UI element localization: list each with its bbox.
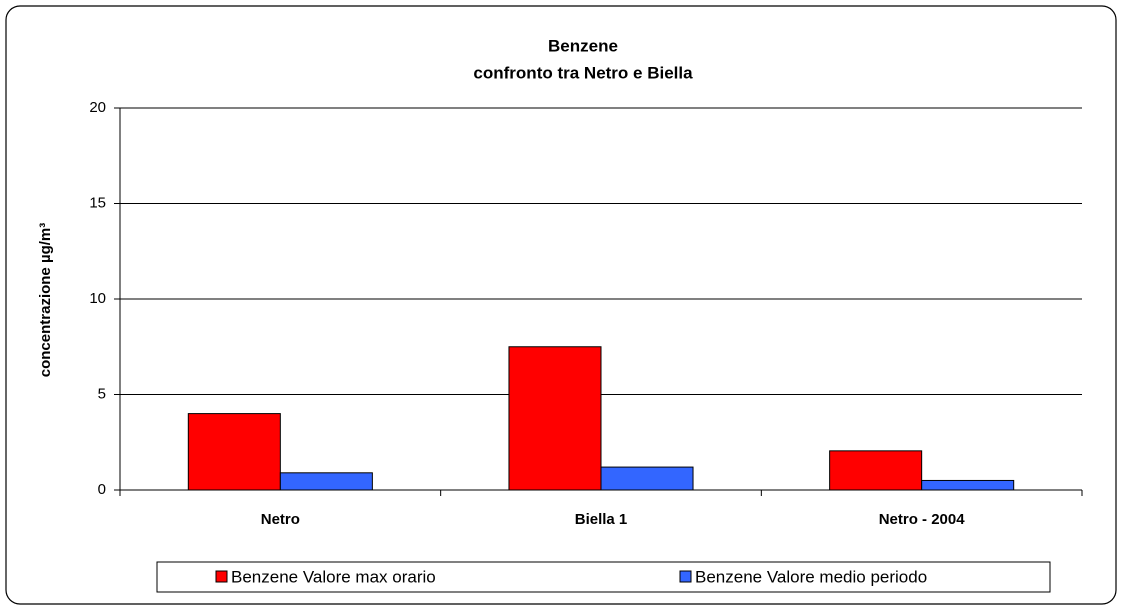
x-tick-label: Netro bbox=[261, 511, 300, 528]
chart-subtitle: confronto tra Netro e Biella bbox=[473, 63, 693, 82]
y-tick-label: 10 bbox=[89, 290, 106, 307]
y-tick-label: 5 bbox=[98, 385, 106, 402]
y-tick-label: 0 bbox=[98, 481, 106, 498]
legend-swatch bbox=[215, 570, 228, 583]
y-tick-label: 15 bbox=[89, 194, 106, 211]
legend-swatch bbox=[679, 570, 692, 583]
bar bbox=[187, 413, 281, 491]
legend-label: Benzene Valore medio periodo bbox=[695, 567, 927, 586]
x-tick-label: Netro - 2004 bbox=[879, 511, 966, 528]
y-axis-label: concentrazione µg/m³ bbox=[37, 223, 54, 378]
chart-title: Benzene bbox=[548, 36, 618, 55]
bar bbox=[279, 472, 373, 491]
legend-label: Benzene Valore max orario bbox=[231, 567, 436, 586]
bar bbox=[600, 466, 694, 491]
y-tick-label: 20 bbox=[89, 99, 106, 116]
legend-box bbox=[156, 561, 1051, 593]
bar bbox=[921, 479, 1015, 491]
bar bbox=[829, 450, 923, 491]
bar bbox=[508, 346, 602, 491]
x-tick-label: Biella 1 bbox=[575, 511, 628, 528]
